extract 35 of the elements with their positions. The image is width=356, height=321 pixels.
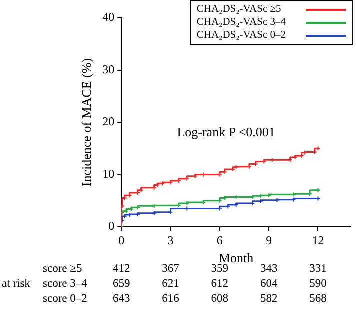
text: 604 <box>260 278 278 290</box>
text: at risk <box>2 278 31 290</box>
text: 568 <box>310 293 328 306</box>
y-tick-label: 20 <box>102 114 115 129</box>
y-tick-label: 10 <box>102 166 115 181</box>
text: 367 <box>162 263 180 276</box>
text: 331 <box>310 263 328 276</box>
y-tick-label: 0 <box>108 219 115 234</box>
x-tick-label: 6 <box>216 233 223 248</box>
text: 616 <box>162 293 180 306</box>
annotation: Log-rank P <0.001 <box>177 124 276 140</box>
legend-label: CHA₂DS₂-VASc ≥5 <box>196 3 282 16</box>
x-tick-label: 0 <box>118 233 125 248</box>
legend-label: CHA₂DS₂-VASc 0–2 <box>196 29 286 42</box>
text: 608 <box>211 293 229 306</box>
text: score 3–4 <box>43 278 88 290</box>
text: score 0–2 <box>43 293 88 306</box>
text: score ≥5 <box>43 263 82 276</box>
text: 359 <box>211 263 229 276</box>
text: 612 <box>211 278 229 290</box>
text: 582 <box>260 293 278 306</box>
text: 590 <box>310 278 328 290</box>
text: 643 <box>112 293 130 306</box>
text: 621 <box>162 278 180 290</box>
y-tick-label: 40 <box>102 10 115 24</box>
legend-label: CHA₂DS₂-VASc 3–4 <box>196 16 286 29</box>
x-tick-label: 3 <box>168 233 174 248</box>
x-tick-label: 12 <box>312 233 324 248</box>
text: 412 <box>112 263 130 276</box>
x-tick-label: 9 <box>266 233 272 248</box>
y-axis-title: Incidence of MACE (%) <box>79 58 94 187</box>
text: 659 <box>112 278 130 290</box>
text: 343 <box>260 263 278 276</box>
y-tick-label: 30 <box>102 62 115 76</box>
x-axis-title: Month <box>218 250 254 266</box>
